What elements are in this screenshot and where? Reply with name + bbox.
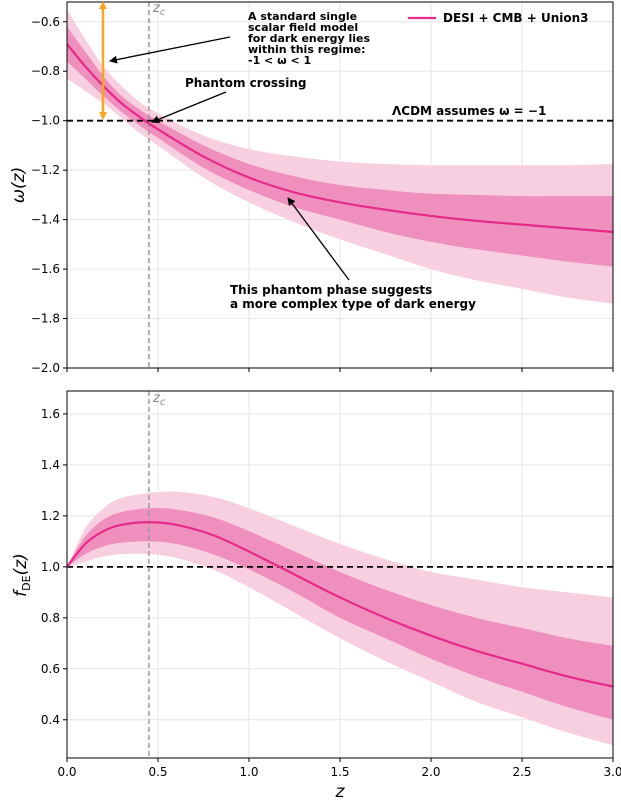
bottom-xtick-label-3: 1.5 [330,765,349,779]
bottom-ytick-label-6: 1.6 [41,407,60,421]
bottom-ytick-label-4: 1.2 [41,509,60,523]
bottom-xlabel: z [335,782,346,802]
bottom-ticks: 0.0 0.5 1.0 1.5 2.0 2.5 3.0 0.4 0.6 0.8 1.0 1.2 1.4 1… [41,407,621,779]
annotation-scalar-field: A standard single scalar field model for… [109,10,371,67]
annotation-scalar-field-arrow [109,36,231,64]
top-ytick-label-6: −0.8 [31,64,60,78]
bottom-ytick-label-2: 0.8 [41,611,60,625]
top-panel: −2.0 −1.8 −1.6 −1.4 −1.2 −1.0 −0.8 −0.6 zc ω(z)… [9,1,614,375]
top-ytick-label-4: −1.2 [31,163,60,177]
top-ytick-label-3: −1.4 [31,213,60,227]
annotation-phantom-phase-line-2: a more complex type of dark energy [230,297,476,311]
annotation-scalar-field-line-2: scalar field model [248,21,358,34]
annotation-scalar-field-line-4: within this regime: [248,43,366,56]
bottom-zc-sub: c [160,397,166,408]
annotation-lcdm: ΛCDM assumes ω = −1 [392,104,546,118]
bottom-xtick-label-4: 2.0 [421,765,440,779]
bottom-ytick-label-5: 1.4 [41,458,60,472]
top-ticks: −2.0 −1.8 −1.6 −1.4 −1.2 −1.0 −0.8 −0.6 [31,15,614,375]
bottom-zc-label: zc [152,391,166,408]
top-ytick-label-7: −0.6 [31,15,60,29]
annotation-phantom-phase-line-1: This phantom phase suggests [230,283,432,297]
bottom-ylabel-sub: DE [20,575,33,590]
legend-label: DESI + CMB + Union3 [443,11,589,25]
bottom-xtick-label-2: 1.0 [239,765,258,779]
annotation-phantom-phase-arrow [287,197,350,281]
top-ytick-label-1: −1.8 [31,312,60,326]
bottom-ytick-label-1: 0.6 [41,662,60,676]
annotation-phantom-crossing-arrow [151,91,227,124]
bottom-ylabel-tail: (z) [11,553,31,575]
top-ytick-label-0: −2.0 [31,361,60,375]
bottom-outer-band [67,491,613,746]
bottom-ylabel: fDE(z) [11,553,33,597]
annotation-phantom-crossing-label: Phantom crossing [185,76,306,90]
bottom-series-line [67,521,613,688]
bottom-xtick-label-6: 3.0 [603,765,621,779]
annotation-phantom-crossing: Phantom crossing [151,76,306,124]
top-zc-sub: c [160,7,166,18]
annotation-scalar-field-line-1: A standard single [248,10,357,23]
bottom-ytick-label-0: 0.4 [41,713,60,727]
annotation-scalar-field-line-3: for dark energy lies [248,32,371,45]
top-zc-label: zc [152,1,166,18]
top-ylabel: ω(z) [9,167,29,203]
bottom-panel: 0.0 0.5 1.0 1.5 2.0 2.5 3.0 0.4 0.6 0.8 1.0 1.2 1.4 1… [11,390,621,802]
top-ytick-label-5: −1.0 [31,114,60,128]
annotation-scalar-field-line-5: -1 < ω < 1 [248,54,311,67]
bottom-xtick-label-1: 0.5 [148,765,167,779]
bottom-xtick-label-0: 0.0 [57,765,76,779]
bottom-ytick-label-3: 1.0 [41,560,60,574]
top-inner-band [67,26,613,267]
top-ytick-label-2: −1.6 [31,262,60,276]
annotation-phantom-phase: This phantom phase suggests a more compl… [230,197,476,311]
legend: DESI + CMB + Union3 [408,11,589,25]
top-series-line [67,43,613,234]
bottom-xtick-label-5: 2.5 [512,765,531,779]
bottom-inner-band [67,508,613,720]
